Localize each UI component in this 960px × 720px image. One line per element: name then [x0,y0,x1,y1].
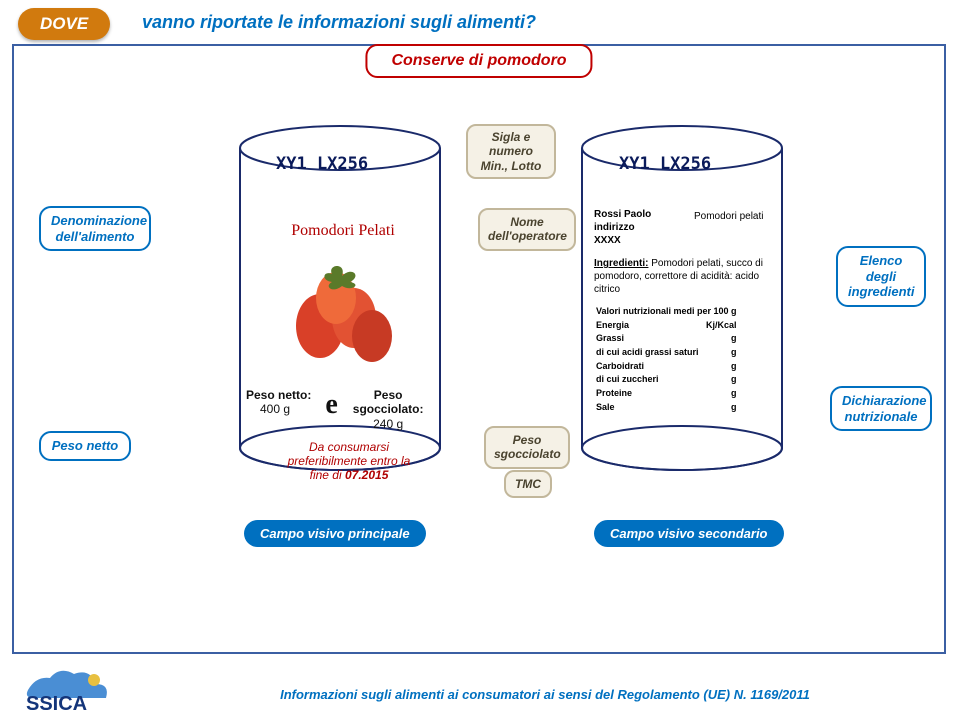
label-tmc: TMC [504,470,552,498]
tomato-image [272,256,412,366]
legend-peso-netto: Peso netto [39,431,131,461]
product-name: Pomodori pelati [694,210,763,223]
right-card: Rossi Paolo indirizzo XXXX Pomodori pela… [594,208,774,416]
oper-name-3: XXXX [594,234,774,247]
header-question: vanno riportate le informazioni sugli al… [142,12,536,33]
nut-u: g [731,388,737,398]
peso-sg-value: 240 g [373,417,403,431]
sigla-line: numero [474,144,548,158]
nut-r: di cui acidi grassi saturi [596,347,699,357]
e-symbol: e [325,389,337,420]
consu-2: preferibilmente entro la [288,454,411,468]
sigla-line: Min., Lotto [474,159,548,173]
nut-u: g [731,402,737,412]
nut-u: g [731,361,737,371]
label-nome-operatore: Nome dell'operatore [478,208,576,251]
nut-r: Proteine [596,388,632,398]
conserve-label: Conserve di pomodoro [365,44,592,78]
nut-u: Kj/Kcal [706,320,737,330]
nut-r: Grassi [596,333,624,343]
label-peso-sgocciolato: Peso sgocciolato [484,426,570,469]
nut-r: Sale [596,402,615,412]
can-right-code: XY1 LX256 [619,154,711,174]
svg-text:SSICA: SSICA [26,693,87,712]
peso-group: Peso netto: 400 g e Peso sgocciolato: 24… [246,388,446,431]
peso-sg-label-text: Peso sgocciolato: [348,388,428,417]
legend-elenco-ingredienti: Elenco degli ingredienti [836,246,926,307]
nut-title: Valori nutrizionali medi per 100 g [596,306,737,316]
consu-date: 07.2015 [345,468,388,482]
nut-u: g [731,333,737,343]
peso-netto-label: Peso netto: [246,388,311,402]
consu-1: Da consumarsi [309,440,389,454]
main-frame: Conserve di pomodoro Sigla e numero Min.… [12,44,946,654]
nut-r: di cui zuccheri [596,374,659,384]
ingredients-label: Ingredienti: [594,258,648,269]
nut-r: Carboidrati [596,361,644,371]
nut-u: g [731,374,737,384]
dove-badge: DOVE [18,8,110,40]
ssica-logo: SSICA [20,662,120,712]
consu-3: fine di [310,468,342,482]
pelati-title: Pomodori Pelati [258,222,428,240]
legend-denominazione: Denominazione dell'alimento [39,206,151,251]
peso-sg-label-wrap: Peso sgocciolato: [348,402,428,416]
nut-r: Energia [596,320,629,330]
legend-dichiarazione: Dichiarazione nutrizionale [830,386,932,431]
sigla-lotto-label: Sigla e numero Min., Lotto [466,124,556,179]
can-left-code: XY1 LX256 [276,154,368,174]
footer-text: Informazioni sugli alimenti ai consumato… [150,687,940,702]
campo-visivo-secondario: Campo visivo secondario [594,520,784,547]
sigla-line: Sigla e [474,130,548,144]
peso-netto-value: 400 g [246,402,290,416]
consume-text: Da consumarsi preferibilmente entro la f… [264,440,434,482]
campo-visivo-principale: Campo visivo principale [244,520,426,547]
nut-u: g [731,347,737,357]
nutrition-table: Valori nutrizionali medi per 100 g Energ… [594,304,742,416]
